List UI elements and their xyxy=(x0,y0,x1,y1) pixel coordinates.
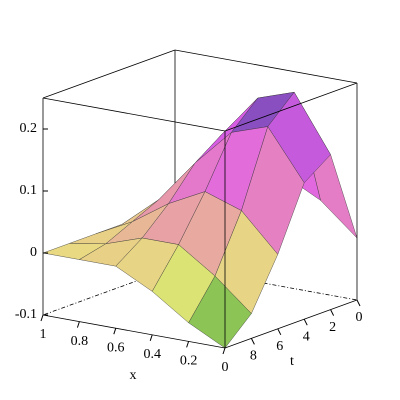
box-edge xyxy=(42,49,176,99)
x-axis-label: x xyxy=(130,368,137,383)
t-axis-label: t xyxy=(290,354,294,369)
x-tick xyxy=(222,347,226,355)
x-tick xyxy=(76,321,80,328)
z-tick-label: 0.2 xyxy=(20,121,38,136)
box-edge xyxy=(42,266,176,316)
x-tick-label: 1 xyxy=(40,327,47,342)
x-tick xyxy=(186,341,190,348)
x-tick-label: 0.2 xyxy=(180,354,198,369)
z-tick-label: -0.1 xyxy=(15,307,37,322)
box-front: -0.1 0 0.1 0.2 0 0.2 0.4 0.6 0.8 1 0 2 4 6 8 x t xyxy=(15,49,363,383)
t-tick xyxy=(303,318,308,326)
x-tick-label: 0.6 xyxy=(107,340,125,355)
t-tick-label: 8 xyxy=(250,349,257,364)
box-edge xyxy=(224,82,358,132)
z-tick-label: 0 xyxy=(30,245,37,260)
x-tick-label: 0.4 xyxy=(143,347,161,362)
x-tick-label: 0 xyxy=(222,360,229,375)
t-tick-label: 0 xyxy=(356,310,363,325)
box-edge xyxy=(42,97,226,132)
t-tick xyxy=(330,309,335,316)
t-tick xyxy=(277,328,282,336)
box-edge xyxy=(174,49,358,84)
x-tick xyxy=(149,334,153,341)
x-tick xyxy=(40,314,44,322)
t-tick-label: 4 xyxy=(303,329,310,344)
t-tick xyxy=(250,338,255,345)
t-tick-label: 6 xyxy=(276,339,283,354)
x-tick xyxy=(113,328,117,335)
surface xyxy=(42,91,358,349)
box-edge xyxy=(42,314,226,349)
z-tick-label: 0.1 xyxy=(20,183,38,198)
t-tick-label: 2 xyxy=(329,320,336,335)
x-tick-label: 0.8 xyxy=(71,334,89,349)
t-tick xyxy=(356,299,361,307)
surface-patch xyxy=(188,275,252,349)
box-edge xyxy=(224,299,358,349)
